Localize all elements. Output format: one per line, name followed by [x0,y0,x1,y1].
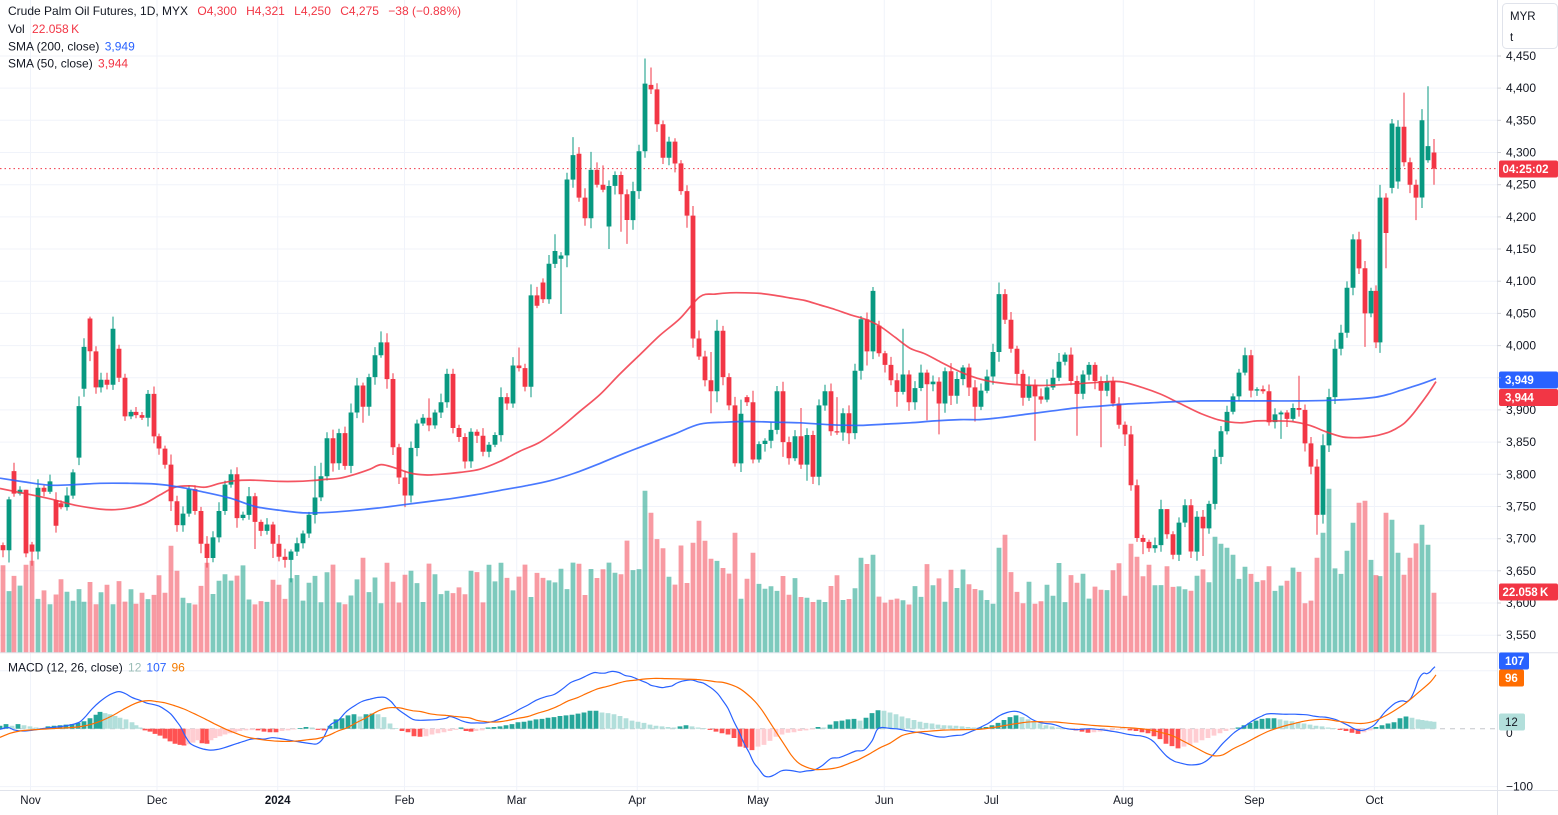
svg-text:Jul: Jul [984,795,999,807]
svg-text:Nov: Nov [20,795,41,807]
svg-text:Oct: Oct [1365,795,1384,807]
svg-text:−100: −100 [1506,780,1533,794]
svg-text:3,550: 3,550 [1506,628,1536,642]
svg-text:Apr: Apr [628,795,646,807]
svg-text:SMA (200, close) 3,949: SMA (200, close) 3,949 [8,40,135,54]
svg-text:4,300: 4,300 [1506,146,1536,160]
svg-text:04:25:02: 04:25:02 [1503,164,1549,176]
svg-text:SMA (50, close) 3,944: SMA (50, close) 3,944 [8,57,128,71]
svg-text:2024: 2024 [265,795,291,807]
svg-text:t: t [1510,32,1514,44]
svg-text:3,949: 3,949 [1505,375,1534,387]
svg-text:4,400: 4,400 [1506,81,1536,95]
svg-text:3,700: 3,700 [1506,532,1536,546]
svg-text:Sep: Sep [1244,795,1264,807]
svg-text:3,750: 3,750 [1506,500,1536,514]
svg-text:Vol 22.058 K: Vol 22.058 K [8,22,79,36]
svg-text:Mar: Mar [507,795,527,807]
svg-text:Dec: Dec [147,795,168,807]
svg-text:3,900: 3,900 [1506,403,1536,417]
svg-text:4,250: 4,250 [1506,178,1536,192]
svg-text:4,100: 4,100 [1506,274,1536,288]
svg-text:Crude Palm Oil Futures, 1D, MY: Crude Palm Oil Futures, 1D, MYX O4,300 H… [8,4,461,18]
svg-text:4,000: 4,000 [1506,339,1536,353]
svg-text:4,050: 4,050 [1506,306,1536,320]
svg-text:Feb: Feb [395,795,415,807]
svg-text:Jun: Jun [875,795,894,807]
svg-text:3,944: 3,944 [1505,393,1534,405]
svg-text:Aug: Aug [1113,795,1133,807]
svg-text:MYR: MYR [1510,11,1536,23]
svg-text:3,650: 3,650 [1506,564,1536,578]
svg-text:3,850: 3,850 [1506,435,1536,449]
svg-text:3,800: 3,800 [1506,467,1536,481]
svg-text:0: 0 [1506,726,1513,740]
svg-text:22.058 K: 22.058 K [1503,587,1549,599]
svg-text:4,200: 4,200 [1506,210,1536,224]
svg-text:4,150: 4,150 [1506,242,1536,256]
svg-text:12: 12 [1505,717,1518,729]
svg-text:107: 107 [1505,656,1524,668]
svg-text:4,350: 4,350 [1506,113,1536,127]
svg-text:May: May [747,795,769,807]
svg-text:96: 96 [1505,673,1518,685]
svg-text:4,450: 4,450 [1506,49,1536,63]
